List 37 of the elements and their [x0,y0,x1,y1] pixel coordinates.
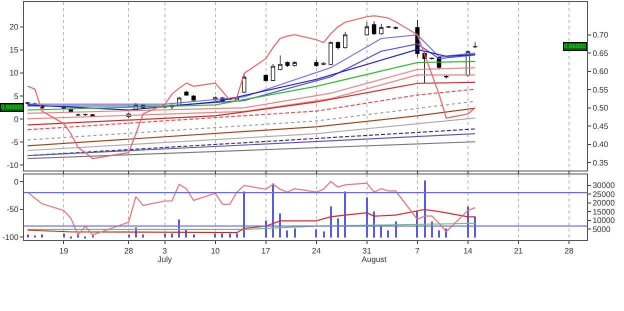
y-tick-label: 30000 [592,181,616,190]
y-tick-label: 20000 [592,198,616,208]
x-tick-label: 7 [415,246,420,256]
x-tick-label: 28 [564,246,574,256]
x-tick-label: 28 [124,246,134,256]
x-tick-label: 17 [261,246,271,256]
y-tick-label: 0.45 [592,122,609,131]
y2-tick-label: 0 [14,114,19,124]
y-tick-label: 0.40 [592,140,609,150]
y-tick-label: 5000 [592,224,611,234]
y-tick-label: 15000 [592,207,616,216]
y-tick-label: 25000 [592,190,616,199]
y2-tick-label: -5 [11,138,19,147]
x-tick-label: 19 [59,246,69,256]
x-tick-label: 31 [362,246,372,256]
x-tick-label: 21 [514,246,524,256]
y2-tick-label: 15 [9,46,19,55]
y2-tick-label: 0 [14,177,19,186]
y-tick-label: 0.55 [592,85,609,94]
y-tick-label: 0.60 [592,67,609,76]
y2-tick-label: 10 [9,68,19,78]
y-tick-label: 0.65 [592,48,609,58]
x2-tick-label: August [362,255,388,264]
y-tick-label: 0.35 [592,158,609,168]
y2-tick-label: -10 [6,160,19,170]
y2-tick-label: -100 [2,233,19,242]
y-tick-label: 0.50 [592,104,609,113]
x-tick-label: 10 [210,246,220,256]
y2-tick-label: -50 [6,205,19,214]
x-tick-label: 24 [312,246,322,256]
y2-tick-label: 20 [9,22,19,32]
x2-tick-label: July [158,255,172,264]
y-tick-label: 0.70 [592,30,609,40]
y-tick-label: 10000 [592,216,616,226]
x-tick-label: 3 [162,246,168,256]
x-tick-label: 14 [463,246,473,256]
y2-tick-label: 5 [14,92,19,101]
